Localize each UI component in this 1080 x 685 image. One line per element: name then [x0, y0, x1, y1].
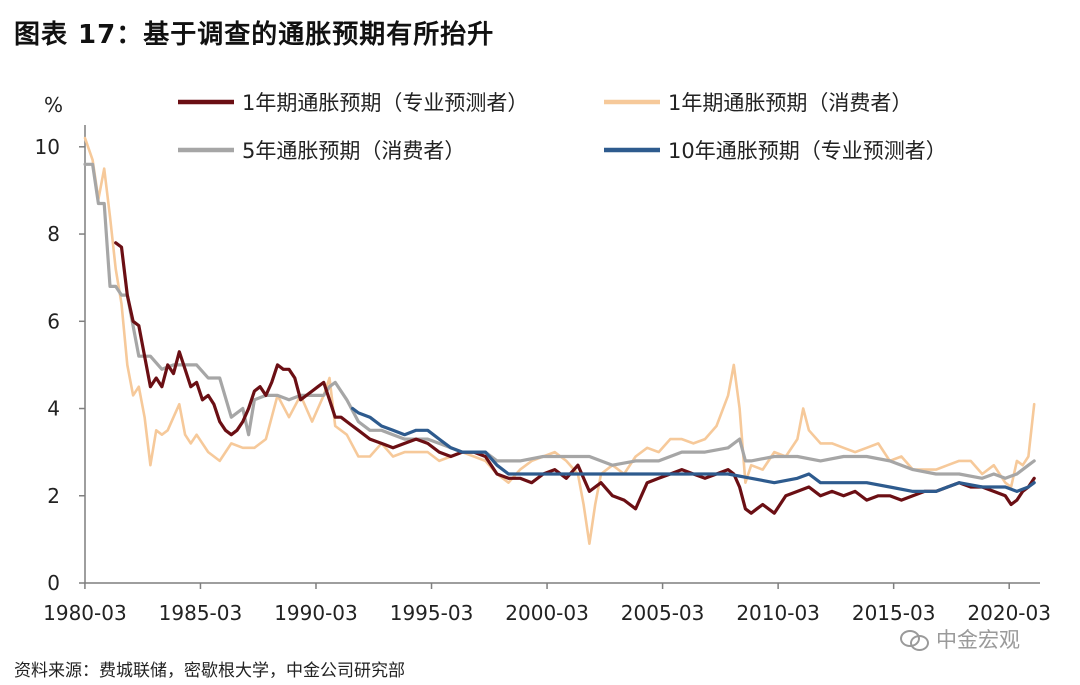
x-tick-label: 2000-03 — [505, 601, 589, 625]
legend-label-2: 1年期通胀预期（消费者） — [668, 91, 912, 115]
y-tick-label: 6 — [47, 309, 60, 333]
wechat-icon — [900, 628, 930, 651]
series-line-1 — [114, 241, 1036, 515]
legend-label-4: 10年通胀预期（专业预测者） — [668, 139, 947, 163]
x-tick-label: 2020-03 — [967, 601, 1051, 625]
series-line-3 — [83, 162, 1036, 480]
x-tick-label: 1980-03 — [43, 601, 127, 625]
x-tick-label: 1990-03 — [274, 601, 358, 625]
x-tick-label: 1985-03 — [159, 601, 243, 625]
x-tick-label: 1995-03 — [390, 601, 474, 625]
figure-title: 图表 17：基于调查的通胀预期有所抬升 — [14, 20, 495, 50]
chart-series — [83, 136, 1036, 546]
x-tick-label: 2010-03 — [736, 601, 820, 625]
y-axis-label: % — [44, 93, 63, 117]
y-tick-label: 0 — [47, 571, 60, 595]
watermark: 中金宏观 — [900, 624, 1020, 654]
legend-label-3: 5年通胀预期（消费者） — [242, 139, 465, 163]
watermark-text: 中金宏观 — [936, 628, 1020, 652]
source-note: 资料来源：费城联储，密歇根大学，中金公司研究部 — [14, 661, 405, 681]
chart-legend: 1年期通胀预期（专业预测者） 1年期通胀预期（消费者） 5年通胀预期（消费者） 10年… — [178, 91, 947, 163]
series-line-4 — [351, 406, 1036, 493]
legend-label-1: 1年期通胀预期（专业预测者） — [242, 91, 528, 115]
y-tick-label: 8 — [47, 222, 60, 246]
y-tick-label: 4 — [47, 397, 60, 421]
x-tick-label: 2015-03 — [852, 601, 936, 625]
series-line-2 — [83, 136, 1036, 546]
x-tick-label: 2005-03 — [621, 601, 705, 625]
y-tick-label: 2 — [47, 484, 60, 508]
y-tick-label: 10 — [35, 135, 60, 159]
chart-axes: % 0 2 4 6 8 10 1980-03 1985-03 1990-03 1995-03 2000… — [35, 93, 1051, 625]
